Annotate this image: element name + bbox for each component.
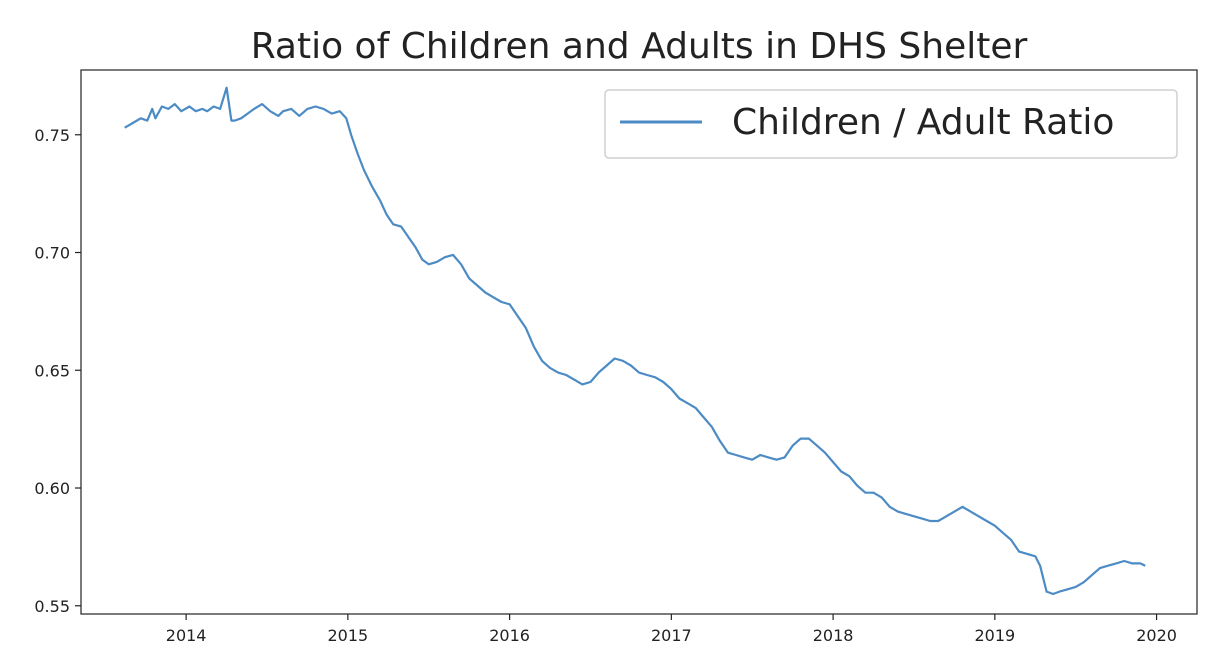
x-tick-label-2016: 2016 bbox=[489, 626, 530, 645]
legend: Children / Adult Ratio bbox=[604, 89, 1178, 159]
y-tick-label-0.60: 0.60 bbox=[34, 479, 70, 498]
legend-box bbox=[604, 89, 1178, 159]
x-tick-label-2017: 2017 bbox=[651, 626, 692, 645]
x-tick-label-2020: 2020 bbox=[1136, 626, 1177, 645]
y-axis: 0.55 0.60 0.65 0.70 0.75 bbox=[34, 126, 81, 616]
plot-frame bbox=[80, 69, 1198, 615]
x-axis: 2014 2015 2016 2017 2018 2019 2020 bbox=[166, 614, 1177, 645]
x-tick-label-2015: 2015 bbox=[328, 626, 369, 645]
x-tick-label-2019: 2019 bbox=[974, 626, 1015, 645]
y-tick-label-0.75: 0.75 bbox=[34, 126, 70, 145]
plot-area bbox=[80, 69, 1198, 615]
chart-title: Ratio of Children and Adults in DHS Shel… bbox=[251, 26, 1028, 67]
x-tick-label-2018: 2018 bbox=[813, 626, 854, 645]
y-tick-label-0.55: 0.55 bbox=[34, 597, 70, 616]
y-tick-label-0.65: 0.65 bbox=[34, 361, 70, 380]
y-tick-label-0.70: 0.70 bbox=[34, 244, 70, 263]
series-line-children-adult-ratio bbox=[124, 86, 1146, 596]
legend-label-children-adult-ratio: Children / Adult Ratio bbox=[732, 102, 1114, 143]
x-tick-label-2014: 2014 bbox=[166, 626, 207, 645]
